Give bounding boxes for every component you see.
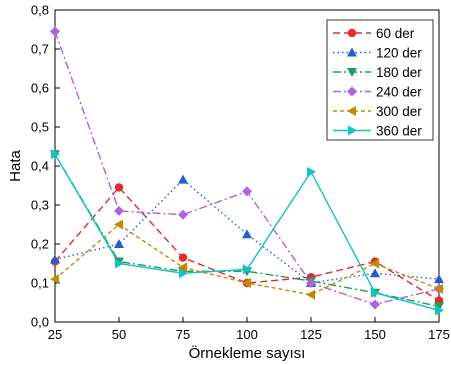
data-point xyxy=(242,278,251,288)
data-point xyxy=(178,174,188,184)
x-tick-label: 125 xyxy=(300,327,322,342)
data-point xyxy=(179,268,188,279)
y-tick-label: 0,5 xyxy=(31,120,49,135)
data-point xyxy=(306,278,316,288)
data-point xyxy=(434,283,443,294)
data-point xyxy=(50,274,59,285)
data-point xyxy=(242,186,252,197)
data-point xyxy=(307,166,316,177)
legend-label: 240 der xyxy=(376,85,422,100)
data-point xyxy=(51,149,60,160)
x-tick-label: 150 xyxy=(364,327,386,342)
data-point xyxy=(114,205,124,216)
data-point xyxy=(243,264,252,275)
legend-box xyxy=(326,19,434,141)
data-point xyxy=(115,258,124,269)
legend-marker xyxy=(347,28,357,38)
x-axis-ticks: 25 50 75 100 125 150 175 xyxy=(48,317,450,342)
x-tick-label: 75 xyxy=(176,327,190,342)
y-tick-label: 0,7 xyxy=(31,42,49,57)
legend-marker xyxy=(347,47,357,57)
legend-label: 60 der xyxy=(376,26,415,41)
y-axis-title: Hata xyxy=(7,150,24,182)
x-axis-title: Örnekleme sayısı xyxy=(189,344,306,362)
legend-label: 360 der xyxy=(376,124,422,139)
data-point xyxy=(50,26,60,37)
x-tick-label: 50 xyxy=(112,327,126,342)
data-point xyxy=(178,253,188,262)
y-tick-label: 0,3 xyxy=(31,198,49,213)
data-point xyxy=(114,219,123,230)
data-point xyxy=(435,305,444,316)
x-tick-label: 25 xyxy=(48,327,62,342)
y-axis-ticks: 0,0 0,1 0,2 0,3 0,4 0,5 0,6 0,7 0,8 xyxy=(31,3,60,330)
legend: 60 der 120 der 180 der 240 der 300 der 360 de… xyxy=(326,19,434,141)
data-point xyxy=(371,287,380,298)
series-markers xyxy=(50,26,444,316)
y-tick-label: 0,4 xyxy=(31,159,49,174)
legend-label: 300 der xyxy=(376,104,422,119)
x-tick-label: 100 xyxy=(236,327,258,342)
x-tick-label: 175 xyxy=(428,327,450,342)
data-point xyxy=(370,299,380,310)
legend-marker xyxy=(347,86,357,97)
data-point xyxy=(370,258,379,269)
legend-marker xyxy=(347,68,357,77)
data-point xyxy=(242,229,252,239)
legend-label: 120 der xyxy=(376,46,422,61)
y-tick-label: 0,0 xyxy=(31,315,49,330)
data-point xyxy=(178,262,187,273)
y-tick-label: 0,1 xyxy=(31,276,49,291)
y-tick-label: 0,8 xyxy=(31,3,49,18)
data-point xyxy=(178,209,188,220)
data-point xyxy=(370,268,380,278)
y-tick-label: 0,6 xyxy=(31,81,49,96)
legend-label: 180 der xyxy=(376,65,422,80)
y-tick-label: 0,2 xyxy=(31,237,49,252)
data-point xyxy=(434,302,444,312)
legend-marker xyxy=(348,125,357,136)
legend-marker xyxy=(347,106,356,116)
data-point xyxy=(114,183,124,192)
data-point xyxy=(50,254,60,264)
data-point xyxy=(114,239,124,248)
data-point xyxy=(306,289,315,300)
data-point xyxy=(434,274,444,284)
